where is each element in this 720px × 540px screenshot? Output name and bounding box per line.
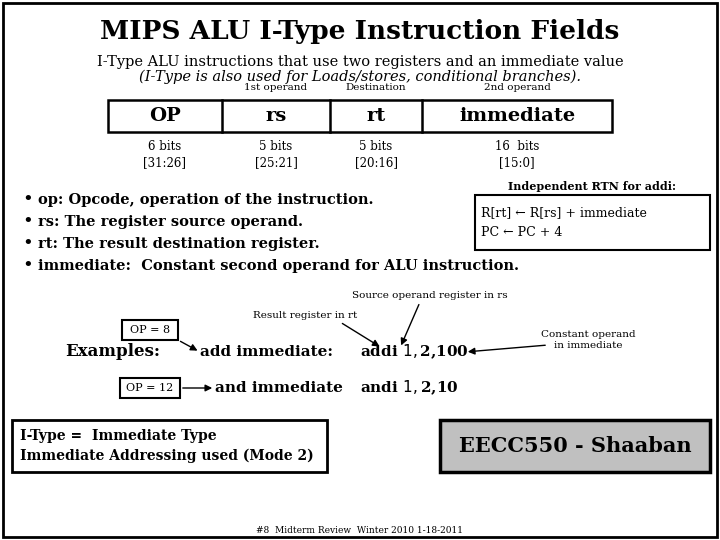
Text: rt: rt [366, 107, 386, 125]
Text: •: • [22, 257, 32, 275]
Text: and immediate: and immediate [215, 381, 343, 395]
Text: Immediate Addressing used (Mode 2): Immediate Addressing used (Mode 2) [20, 449, 314, 463]
Text: MIPS ALU I-Type Instruction Fields: MIPS ALU I-Type Instruction Fields [100, 19, 620, 44]
Text: Independent RTN for addi:: Independent RTN for addi: [508, 181, 677, 192]
Text: •: • [22, 191, 32, 209]
Text: rt: The result destination register.: rt: The result destination register. [38, 237, 320, 251]
Text: I-Type ALU instructions that use two registers and an immediate value: I-Type ALU instructions that use two reg… [96, 55, 624, 69]
Text: andi $1,$2,10: andi $1,$2,10 [360, 379, 459, 397]
Bar [122, 320, 178, 340]
Text: addi $1,$2,100: addi $1,$2,100 [360, 343, 469, 361]
Text: •: • [22, 213, 32, 231]
Text: 5 bits
[25:21]: 5 bits [25:21] [255, 140, 297, 169]
Text: immediate:  Constant second operand for ALU instruction.: immediate: Constant second operand for A… [38, 259, 519, 273]
Bar [440, 420, 710, 472]
Bar [120, 378, 180, 398]
Text: 2nd operand: 2nd operand [484, 83, 550, 92]
Text: OP = 8: OP = 8 [130, 325, 170, 335]
Text: Constant operand
in immediate: Constant operand in immediate [541, 330, 635, 350]
Text: add immediate:: add immediate: [200, 345, 333, 359]
Text: Result register in rt: Result register in rt [253, 310, 357, 320]
Bar [108, 100, 612, 132]
Text: op: Opcode, operation of the instruction.: op: Opcode, operation of the instruction… [38, 193, 374, 207]
Text: 1st operand: 1st operand [244, 83, 307, 92]
Text: rs: rs [266, 107, 287, 125]
Text: 16  bits
[15:0]: 16 bits [15:0] [495, 140, 539, 169]
Text: •: • [22, 235, 32, 253]
Text: Examples:: Examples: [65, 343, 160, 361]
Text: Source operand register in rs: Source operand register in rs [352, 291, 508, 300]
Text: 5 bits
[20:16]: 5 bits [20:16] [354, 140, 397, 169]
Text: I-Type =  Immediate Type: I-Type = Immediate Type [20, 429, 217, 443]
Text: (I-Type is also used for Loads/stores, conditional branches).: (I-Type is also used for Loads/stores, c… [139, 70, 581, 84]
Text: rs: The register source operand.: rs: The register source operand. [38, 215, 303, 229]
Text: immediate: immediate [459, 107, 575, 125]
Text: 6 bits
[31:26]: 6 bits [31:26] [143, 140, 186, 169]
Text: #8  Midterm Review  Winter 2010 1-18-2011: #8 Midterm Review Winter 2010 1-18-2011 [256, 526, 464, 535]
Text: OP = 12: OP = 12 [127, 383, 174, 393]
Bar [12, 420, 327, 472]
Bar [475, 195, 710, 250]
Text: Destination: Destination [346, 83, 406, 92]
Text: OP: OP [149, 107, 181, 125]
Text: R[rt] ← R[rs] + immediate: R[rt] ← R[rs] + immediate [481, 206, 647, 219]
Text: PC ← PC + 4: PC ← PC + 4 [481, 226, 562, 240]
Text: EECC550 - Shaaban: EECC550 - Shaaban [459, 436, 691, 456]
